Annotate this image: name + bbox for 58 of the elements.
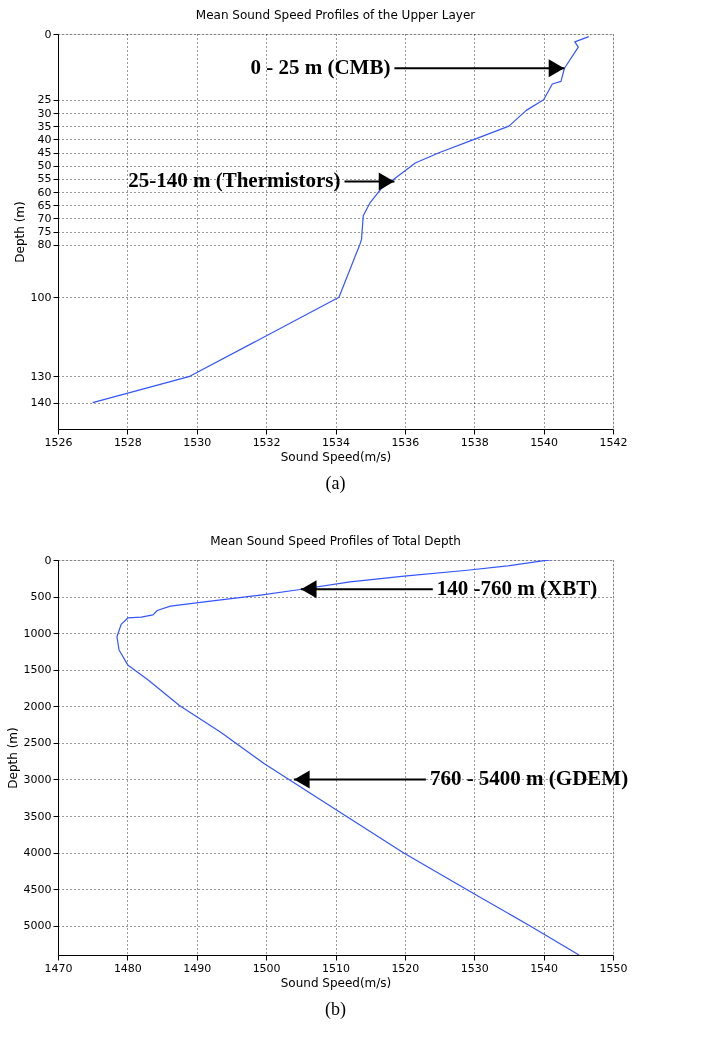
y-tick-label: 45	[37, 146, 52, 159]
y-tick-label: 100	[30, 290, 52, 304]
y-tick-label: 130	[30, 369, 52, 383]
y-tick-label: 75	[37, 225, 52, 238]
x-tick-label: 1520	[391, 961, 420, 975]
y-tick-label: 40	[37, 132, 52, 146]
x-tick-label: 1530	[183, 435, 212, 449]
y-tick-label: 4000	[23, 846, 52, 860]
x-tick-label: 1540	[530, 435, 559, 449]
text: (a)	[325, 473, 346, 494]
y-tick-label: 1000	[23, 626, 52, 640]
x-axis-title: Sound Speed(m/s)	[280, 975, 392, 990]
y-tick-label: 25	[37, 93, 52, 107]
x-tick-label: 1470	[44, 961, 73, 975]
text: (b)	[325, 999, 346, 1020]
x-tick-label: 1540	[530, 961, 559, 975]
annotation: 0 - 25 m (CMB)	[250, 55, 391, 80]
x-tick-label: 1534	[322, 435, 350, 449]
y-tick-label: 70	[37, 211, 52, 225]
y-tick-label: 55	[37, 172, 52, 186]
y-tick-label: 2500	[23, 736, 52, 750]
y-tick-label: 3500	[23, 809, 52, 823]
x-tick-label: 1490	[183, 961, 212, 975]
y-tick-label: 140	[30, 396, 52, 410]
x-tick-label: 1480	[113, 961, 142, 975]
chart-title: Mean Sound Speed Profiles of Total Depth	[210, 534, 461, 548]
annotation: 140 -760 m (XBT)	[436, 576, 598, 601]
x-tick-label: 1536	[391, 435, 420, 449]
annotation: 25-140 m (Thermistors)	[128, 168, 341, 193]
y-tick-label: 5000	[23, 919, 52, 933]
y-axis-title: Depth (m)	[5, 727, 20, 789]
x-tick-label: 1510	[322, 961, 350, 975]
y-tick-label: 80	[37, 238, 52, 252]
y-tick-label: 50	[37, 159, 52, 173]
x-tick-label: 1530	[460, 961, 489, 975]
y-tick-label: 30	[37, 106, 52, 120]
x-tick-label: 1542	[599, 435, 628, 449]
y-tick-label: 4500	[23, 882, 52, 896]
x-tick-label: 1538	[460, 435, 489, 449]
x-tick-label: 1550	[599, 961, 628, 975]
x-tick-label: 1500	[252, 961, 281, 975]
y-tick-label: 0	[44, 553, 52, 567]
y-tick-label: 35	[37, 119, 52, 133]
y-tick-label: 2000	[23, 699, 52, 713]
line-series	[92, 36, 590, 404]
y-axis-title: Depth (m)	[12, 201, 27, 263]
y-tick-label: 3000	[23, 772, 52, 786]
y-tick-label: 65	[37, 198, 52, 212]
x-axis-title: Sound Speed(m/s)	[280, 449, 392, 464]
x-tick-label: 1526	[44, 435, 73, 449]
x-tick-label: 1532	[252, 435, 281, 449]
y-tick-label: 1500	[23, 663, 52, 677]
x-tick-label: 1528	[113, 435, 142, 449]
chart-title: Mean Sound Speed Profiles of the Upper Layer	[195, 8, 476, 22]
y-tick-label: 60	[37, 185, 52, 199]
y-tick-label: 500	[30, 590, 52, 604]
annotation: 760 - 5400 m (GDEM)	[429, 766, 629, 791]
y-tick-label: 0	[44, 27, 52, 41]
